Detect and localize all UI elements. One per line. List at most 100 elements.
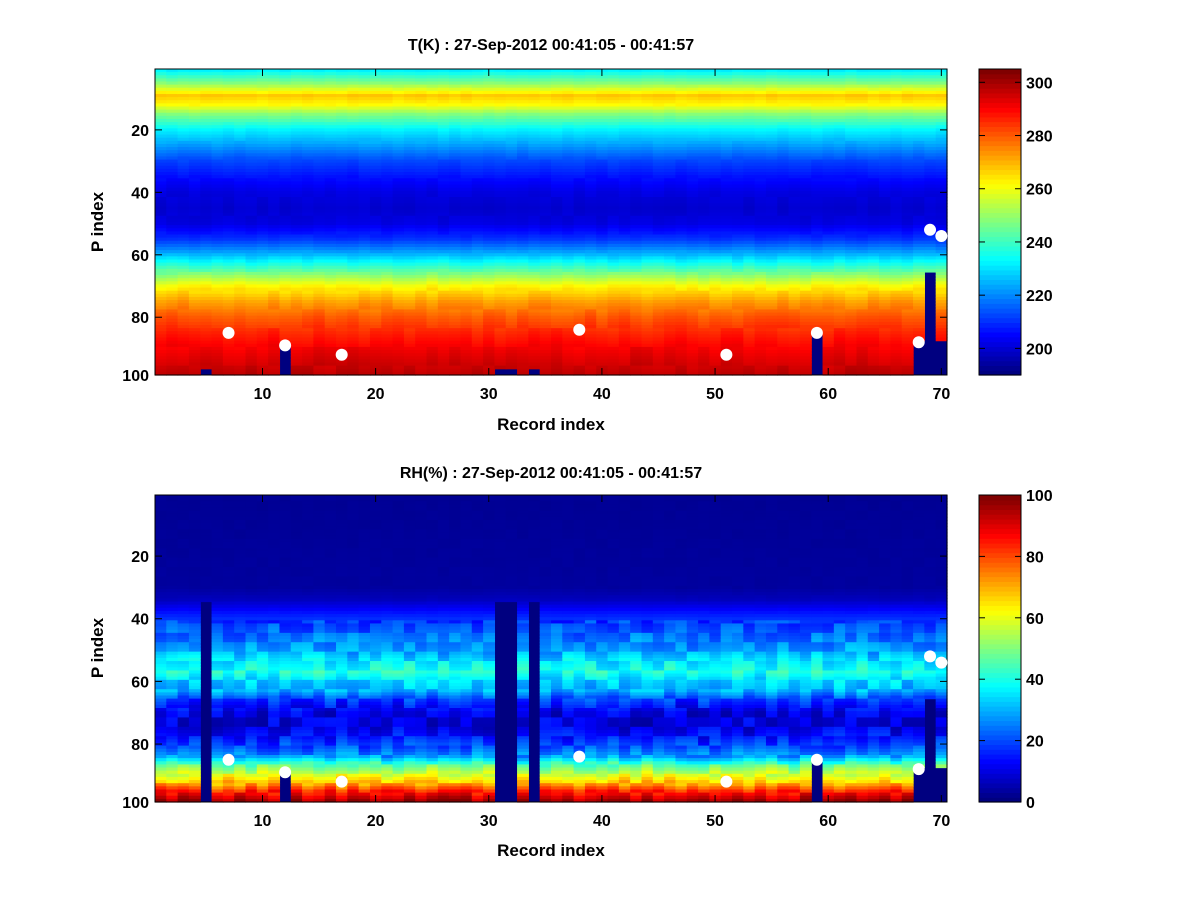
heatmap-cell (358, 100, 371, 104)
heatmap-cell (245, 300, 258, 304)
heatmap-cell (336, 371, 348, 376)
heatmap-cell (415, 81, 428, 86)
heatmap-cell (460, 321, 473, 326)
heatmap-cell (234, 321, 247, 326)
heatmap-cell (324, 234, 337, 239)
heatmap-cell (245, 228, 258, 232)
heatmap-cell (449, 222, 462, 226)
heatmap-cell (200, 109, 213, 114)
heatmap-cell (279, 287, 292, 292)
heatmap-cell (302, 265, 314, 270)
heatmap-cell (302, 97, 314, 101)
heatmap-cell (369, 172, 382, 176)
heatmap-cell (460, 115, 473, 120)
heatmap-cell (381, 328, 394, 332)
heatmap-cell (369, 162, 382, 167)
heatmap-cell (347, 290, 360, 295)
heatmap-cell (358, 225, 371, 229)
heatmap-cell (403, 278, 416, 282)
heatmap-cell (449, 368, 462, 373)
heatmap-cell (437, 278, 450, 282)
heatmap-cell (415, 371, 428, 376)
heatmap-cell (324, 165, 337, 170)
heatmap-cell (392, 356, 405, 360)
heatmap-cell (324, 337, 337, 342)
heatmap-cell (177, 81, 190, 86)
heatmap-cell (166, 168, 179, 173)
heatmap-cell (449, 284, 462, 289)
heatmap-cell (188, 309, 201, 314)
heatmap-cell (381, 259, 394, 264)
heatmap-cell (415, 87, 428, 92)
heatmap-cell (460, 275, 473, 279)
heatmap-cell (358, 134, 371, 139)
heatmap-cell (245, 150, 258, 154)
heatmap-cell (302, 315, 314, 320)
heatmap-cell (290, 296, 303, 301)
heatmap-cell (177, 75, 190, 79)
heatmap-cell (415, 353, 428, 357)
heatmap-cell (449, 165, 462, 170)
heatmap-cell (324, 278, 337, 282)
heatmap-cell (245, 250, 258, 254)
heatmap-cell (460, 340, 473, 345)
heatmap-cell (234, 143, 247, 148)
heatmap-cell (460, 153, 473, 158)
heatmap-cell (200, 278, 213, 282)
heatmap-cell (426, 243, 439, 248)
heatmap-cell (245, 343, 258, 348)
heatmap-cell (426, 293, 439, 298)
heatmap-cell (290, 131, 303, 136)
heatmap-cell (222, 222, 235, 226)
heatmap-cell (369, 209, 382, 214)
heatmap-cell (177, 346, 190, 351)
heatmap-cell (336, 290, 348, 295)
heatmap-cell (403, 228, 416, 232)
heatmap-cell (234, 271, 247, 276)
heatmap-cell (256, 156, 269, 161)
heatmap-cell (290, 134, 303, 139)
heatmap-cell (234, 78, 247, 83)
heatmap-cell (166, 331, 179, 336)
heatmap-cell (392, 190, 405, 195)
heatmap-cell (268, 140, 281, 145)
heatmap-cell (381, 246, 394, 251)
heatmap-cell (268, 131, 281, 136)
heatmap-cell (279, 143, 292, 148)
heatmap-cell (245, 165, 258, 170)
heatmap-cell (211, 259, 224, 264)
heatmap-cell (347, 250, 360, 254)
heatmap-cell (279, 75, 292, 79)
heatmap-cell (188, 365, 201, 370)
heatmap-cell (336, 134, 348, 139)
heatmap-cell (460, 243, 473, 248)
heatmap-cell (313, 153, 326, 158)
heatmap-cell (358, 321, 371, 326)
heatmap-cell (392, 128, 405, 133)
heatmap-cell (336, 200, 348, 204)
heatmap-cell (415, 325, 428, 329)
heatmap-cell (313, 303, 326, 307)
heatmap-cell (313, 350, 326, 354)
heatmap-cell (177, 362, 190, 367)
heatmap-cell (245, 197, 258, 201)
heatmap-cell (369, 218, 382, 223)
heatmap-cell (268, 125, 281, 129)
heatmap-cell (358, 346, 371, 351)
heatmap-cell (200, 72, 213, 76)
heatmap-cell (369, 137, 382, 142)
heatmap-cell (155, 287, 167, 292)
heatmap-cell (290, 368, 303, 373)
heatmap-cell (200, 346, 213, 351)
heatmap-cell (302, 253, 314, 257)
heatmap-cell (347, 309, 360, 314)
heatmap-cell (403, 143, 416, 148)
heatmap-cell (268, 90, 281, 95)
heatmap-cell (290, 69, 303, 73)
heatmap-cell (200, 253, 213, 257)
heatmap-cell (234, 368, 247, 373)
heatmap-cell (347, 321, 360, 326)
heatmap-cell (381, 315, 394, 320)
heatmap-cell (268, 362, 281, 367)
heatmap-cell (188, 218, 201, 223)
